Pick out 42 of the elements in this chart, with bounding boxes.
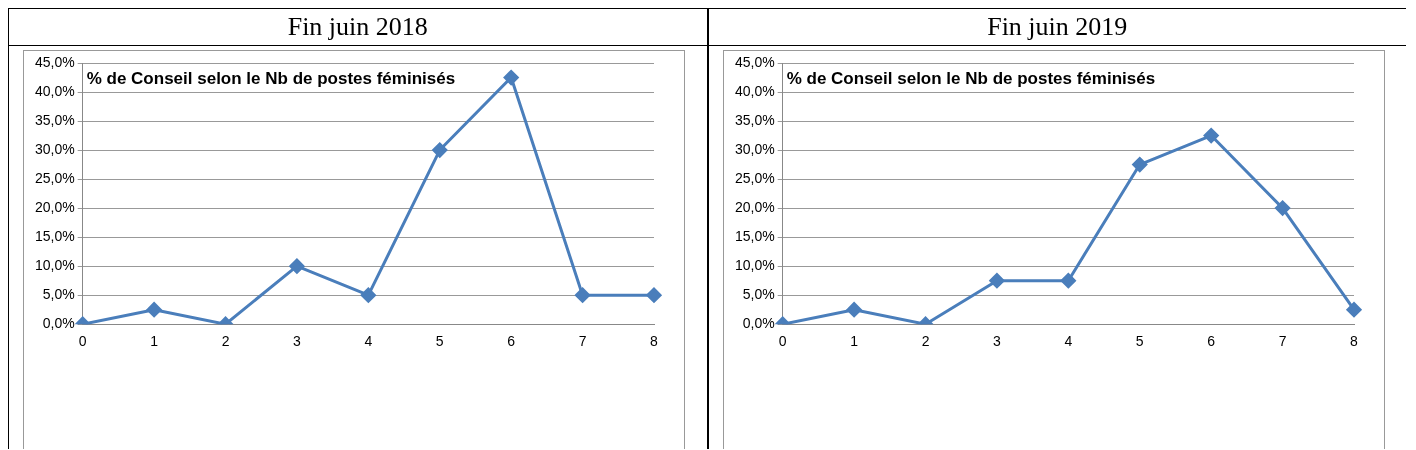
y-tick-label: 10,0% <box>734 257 775 274</box>
chart-title: Fin juin 2019 <box>708 9 1406 46</box>
x-tick-label: 7 <box>1278 333 1287 350</box>
y-tick-label: 45,0% <box>734 53 775 70</box>
x-tick-label: 0 <box>78 333 87 350</box>
y-tick-label: 40,0% <box>34 82 75 99</box>
y-tick-label: 35,0% <box>34 111 75 128</box>
chart-subtitle: % de Conseil selon le Nb de postes féminisés <box>86 69 456 89</box>
x-tick-label: 7 <box>578 333 587 350</box>
y-tick-label: 40,0% <box>734 82 775 99</box>
x-tick-label: 1 <box>849 333 858 350</box>
x-tick-label: 5 <box>1135 333 1144 350</box>
y-tick-label: 10,0% <box>34 257 75 274</box>
y-tick-label: 35,0% <box>734 111 775 128</box>
x-tick-label: 4 <box>1063 333 1072 350</box>
y-tick-label: 0,0% <box>742 315 775 332</box>
x-tick-label: 8 <box>1349 333 1358 350</box>
y-tick-label: 0,0% <box>42 315 75 332</box>
x-tick-label: 6 <box>507 333 516 350</box>
y-tick-label: 30,0% <box>734 140 775 157</box>
y-tick-label: 45,0% <box>34 53 75 70</box>
x-tick-label: 3 <box>293 333 302 350</box>
y-tick-label: 5,0% <box>42 286 75 303</box>
y-tick-label: 15,0% <box>34 227 75 244</box>
x-tick-label: 6 <box>1206 333 1215 350</box>
y-tick-label: 20,0% <box>34 198 75 215</box>
y-tick-label: 30,0% <box>34 140 75 157</box>
x-tick-label: 5 <box>435 333 444 350</box>
x-tick-label: 3 <box>992 333 1001 350</box>
y-tick-label: 20,0% <box>734 198 775 215</box>
x-tick-label: 2 <box>221 333 230 350</box>
x-tick-label: 1 <box>150 333 159 350</box>
x-tick-label: 0 <box>778 333 787 350</box>
x-tick-label: 8 <box>650 333 659 350</box>
x-tick-label: 2 <box>921 333 930 350</box>
y-tick-label: 25,0% <box>34 169 75 186</box>
chart-title: Fin juin 2018 <box>9 9 707 46</box>
chart-subtitle: % de Conseil selon le Nb de postes féminisés <box>786 69 1155 89</box>
y-tick-label: 15,0% <box>734 227 775 244</box>
x-tick-label: 4 <box>364 333 373 350</box>
y-tick-label: 25,0% <box>734 169 775 186</box>
y-tick-label: 5,0% <box>742 286 775 303</box>
